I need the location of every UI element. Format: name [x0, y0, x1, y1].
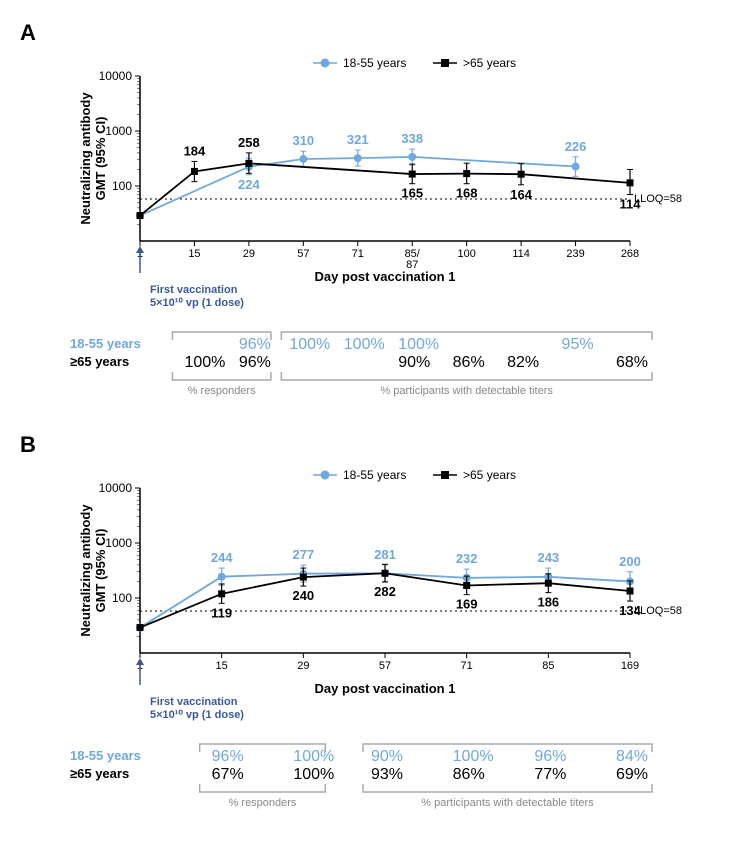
svg-text:Neutralizing antibody: Neutralizing antibody [78, 504, 93, 637]
svg-text:232: 232 [456, 551, 478, 566]
svg-text:169: 169 [621, 660, 639, 672]
svg-text:186: 186 [537, 595, 559, 610]
svg-text:GMT (95% CI): GMT (95% CI) [93, 529, 108, 613]
svg-text:10000: 10000 [99, 481, 133, 495]
svg-text:268: 268 [621, 248, 639, 260]
svg-text:282: 282 [374, 584, 396, 599]
svg-text:100: 100 [457, 248, 475, 260]
svg-text:310: 310 [292, 133, 314, 148]
svg-text:Day post vaccination 1: Day post vaccination 1 [315, 269, 456, 284]
svg-text:Day post vaccination 1: Day post vaccination 1 [315, 681, 456, 696]
svg-text:119: 119 [211, 605, 232, 620]
svg-text:1000: 1000 [105, 536, 132, 550]
svg-text:243: 243 [537, 550, 559, 565]
svg-text:18-55 years: 18-55 years [343, 468, 406, 482]
svg-text:1000: 1000 [105, 124, 132, 138]
svg-text:85: 85 [542, 660, 554, 672]
svg-text:114: 114 [620, 197, 642, 212]
svg-text:134: 134 [619, 603, 641, 618]
chart-b-svg: 10010001000011529577185169LLOQ=58Neutral… [70, 463, 690, 743]
svg-text:169: 169 [456, 597, 478, 612]
chart-b-wrap: 10010001000011529577185169LLOQ=58Neutral… [70, 463, 690, 743]
svg-text:LLOQ=58: LLOQ=58 [634, 605, 682, 617]
svg-text:% participants with detectable: % participants with detectable titers [421, 797, 594, 809]
table-a: 18-55 years 96%100%100%100%95% ≥65 years… [70, 336, 690, 402]
svg-text:100: 100 [112, 179, 132, 193]
svg-text:281: 281 [374, 547, 396, 562]
svg-text:226: 226 [565, 139, 587, 154]
svg-text:165: 165 [401, 186, 423, 201]
svg-text:>65 years: >65 years [463, 468, 516, 482]
svg-text:224: 224 [238, 177, 260, 192]
svg-text:239: 239 [566, 248, 584, 260]
svg-text:% responders: % responders [229, 797, 297, 809]
panel-a-label: A [20, 20, 711, 46]
svg-text:First vaccination: First vaccination [150, 696, 238, 708]
svg-text:240: 240 [292, 588, 314, 603]
svg-text:10000: 10000 [99, 69, 133, 83]
table-b: 18-55 years 96%100%90%100%96%84% ≥65 yea… [70, 748, 690, 814]
svg-text:168: 168 [456, 186, 478, 201]
svg-text:15: 15 [216, 660, 228, 672]
svg-text:5×10¹⁰ vp (1 dose): 5×10¹⁰ vp (1 dose) [150, 709, 244, 721]
svg-text:200: 200 [619, 554, 641, 569]
svg-text:71: 71 [352, 248, 364, 260]
chart-a-svg: 10010001000011529577185/87100114239268LL… [70, 51, 690, 331]
svg-text:184: 184 [184, 143, 206, 158]
svg-text:Neutralizing antibody: Neutralizing antibody [78, 92, 93, 225]
svg-text:321: 321 [347, 132, 369, 147]
svg-text:57: 57 [297, 248, 309, 260]
svg-text:100: 100 [112, 591, 132, 605]
svg-text:57: 57 [379, 660, 391, 672]
svg-text:29: 29 [297, 660, 309, 672]
svg-text:114: 114 [512, 248, 530, 260]
svg-text:29: 29 [243, 248, 255, 260]
panel-b-label: B [20, 432, 711, 458]
svg-text:258: 258 [238, 135, 260, 150]
svg-text:>65 years: >65 years [463, 56, 516, 70]
svg-text:GMT (95% CI): GMT (95% CI) [93, 117, 108, 201]
svg-text:First vaccination: First vaccination [150, 284, 238, 296]
svg-text:338: 338 [401, 131, 423, 146]
svg-text:15: 15 [188, 248, 200, 260]
svg-text:5×10¹⁰ vp (1 dose): 5×10¹⁰ vp (1 dose) [150, 297, 244, 309]
panel-b: B 10010001000011529577185169LLOQ=58Neutr… [20, 432, 711, 814]
svg-text:71: 71 [461, 660, 473, 672]
chart-a-wrap: 10010001000011529577185/87100114239268LL… [70, 51, 690, 331]
svg-text:% responders: % responders [188, 385, 256, 397]
svg-text:244: 244 [211, 550, 233, 565]
svg-text:164: 164 [510, 187, 532, 202]
svg-text:18-55 years: 18-55 years [343, 56, 406, 70]
svg-text:277: 277 [292, 547, 314, 562]
panel-a: A 10010001000011529577185/87100114239268… [20, 20, 711, 402]
svg-text:% participants with detectable: % participants with detectable titers [380, 385, 553, 397]
svg-text:LLOQ=58: LLOQ=58 [634, 193, 682, 205]
